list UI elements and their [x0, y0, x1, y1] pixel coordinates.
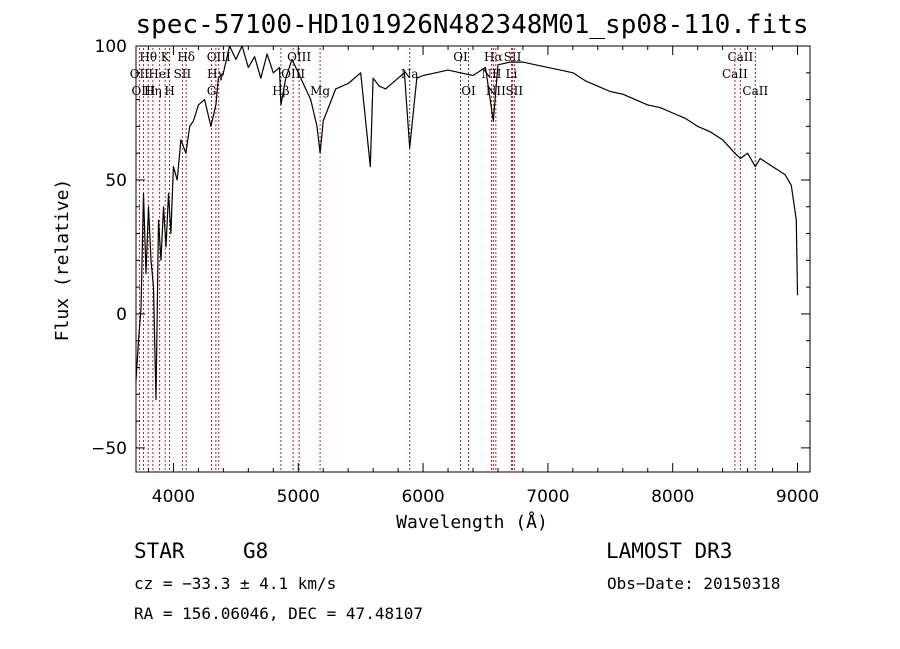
x-tick-label: 7000: [526, 487, 569, 507]
line-marker-label: SII: [174, 67, 192, 81]
object-subclass: G8: [243, 539, 268, 563]
line-marker-label: HeI: [148, 67, 171, 81]
line-marker-label: G: [207, 84, 217, 98]
obs-date: Obs−Date: 20150318: [607, 574, 780, 593]
line-marker-label: H: [164, 84, 174, 98]
x-tick-label: 8000: [651, 487, 694, 507]
line-marker-label: Hθ: [139, 50, 157, 64]
x-tick-label: 9000: [776, 487, 819, 507]
line-marker-label: OIII: [207, 50, 231, 64]
line-marker-label: SII: [504, 50, 522, 64]
y-axis-label: Flux (relative): [52, 179, 73, 342]
line-marker-label: Li: [506, 67, 518, 81]
line-marker-label: CaII: [742, 84, 768, 98]
x-tick-label: 5000: [277, 487, 320, 507]
line-marker-label: CaII: [727, 50, 753, 64]
line-marker-label: Hδ: [177, 50, 195, 64]
plot-frame: [135, 45, 811, 473]
line-marker-label: SII: [505, 84, 523, 98]
y-tick-label: 0: [116, 305, 127, 325]
line-marker-label: OII: [130, 67, 150, 81]
redshift-cz: cz = −33.3 ± 4.1 km/s: [134, 574, 336, 593]
line-marker-label: OIII: [281, 67, 305, 81]
chart-title: spec-57100-HD101926N482348M01_sp08-110.f…: [135, 10, 808, 40]
spectrum-series: [135, 45, 799, 401]
spectrum-line: [135, 45, 799, 401]
survey-name: LAMOST DR3: [606, 539, 732, 563]
line-marker-label: Hα: [484, 50, 503, 64]
y-axis: −50 0 50 100: [91, 37, 810, 459]
x-axis-label: Wavelength (Å): [396, 511, 548, 533]
line-marker-label: Hη: [144, 84, 162, 98]
x-tick-label: 4000: [152, 487, 195, 507]
y-tick-label: −50: [91, 439, 127, 459]
line-marker-label: OI: [461, 84, 476, 98]
coordinates: RA = 156.06046, DEC = 47.48107: [134, 604, 423, 623]
line-marker-label: CaII: [722, 67, 748, 81]
object-class: STAR: [134, 539, 185, 563]
y-tick-label: 100: [95, 37, 127, 57]
line-marker-label: OIII: [131, 84, 155, 98]
line-marker-label: K: [161, 50, 171, 64]
x-axis: 4000 5000 6000 7000 8000 9000: [147, 46, 819, 507]
line-marker-label: Mg: [310, 84, 330, 98]
line-marker-label: NII: [481, 67, 501, 81]
y-tick-label: 50: [105, 171, 127, 191]
x-tick-label: 6000: [401, 487, 444, 507]
line-marker-label: OI: [453, 50, 468, 64]
